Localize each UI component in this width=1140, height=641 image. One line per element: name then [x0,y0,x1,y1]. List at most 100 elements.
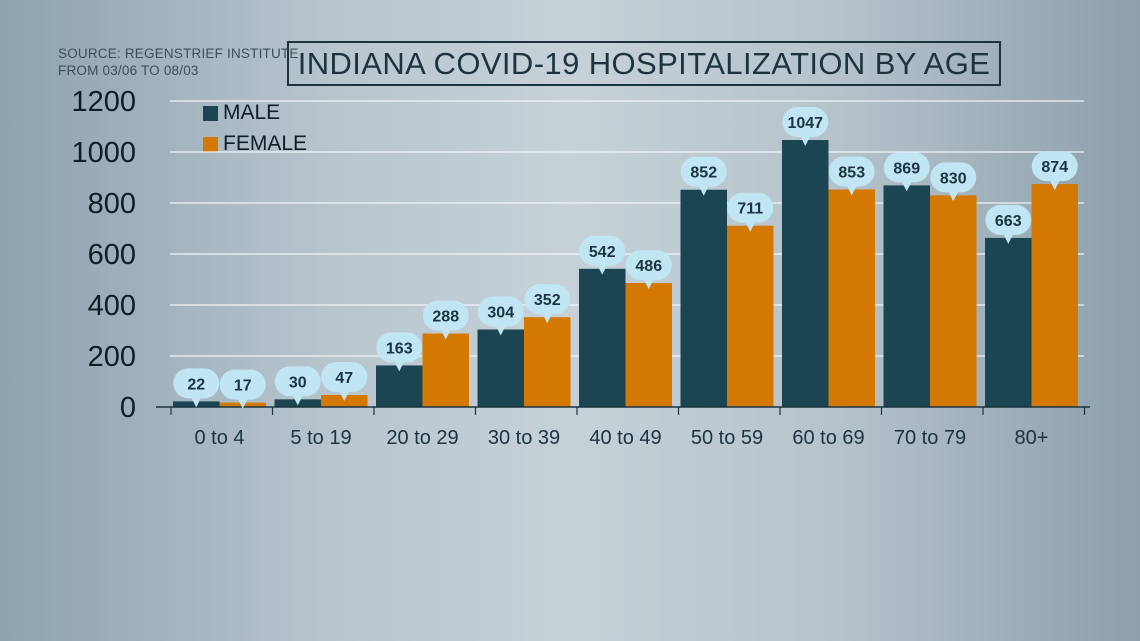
data-label-text: 352 [534,292,561,309]
data-label-text: 163 [386,340,413,357]
data-label-pointer [948,191,959,202]
data-label-text: 30 [289,374,307,391]
data-label-pointer [800,136,811,147]
x-axis-ticks: 0 to 4 5 to 19 20 to 29 30 to 39 40 to 49 50 … [194,427,1048,449]
bar-male-4 [579,268,626,407]
data-label-bubble [376,332,423,363]
y-tick-label: 1200 [71,86,136,118]
data-label-male-7: 869 [883,152,930,192]
x-tick-label: 5 to 19 [290,427,351,449]
y-tick-label: 200 [88,341,136,373]
data-label-text: 288 [432,309,459,326]
legend-swatch-male [203,105,218,121]
x-tick-label: 30 to 39 [488,427,560,449]
bar-female-3 [524,317,571,407]
data-label-text: 1047 [787,115,823,132]
data-label-pointer [542,313,553,324]
source-note: SOURCE: REGENSTRIEF INSTITUTE FROM 03/06… [58,45,299,79]
y-tick-label: 800 [88,188,136,220]
data-label-male-8: 663 [985,204,1032,244]
data-label-male-1: 30 [274,366,321,406]
data-label-bubble [727,192,774,223]
data-label-female-1: 47 [321,362,368,402]
data-label-pointer [292,395,303,406]
legend-item-male: MALE [203,101,280,125]
data-label-bubble [883,152,930,183]
data-label-pointer [1003,233,1014,244]
bar-male-5 [680,189,727,407]
data-label-pointer [440,329,451,340]
data-label-male-3: 304 [477,296,524,336]
data-label-text: 47 [335,370,353,387]
legend-item-female: FEMALE [203,132,307,156]
data-label-text: 486 [635,258,662,275]
data-label-pointer [394,361,405,372]
data-label-bubble [782,107,829,138]
data-label-female-4: 486 [625,250,672,290]
x-tick-label: 60 to 69 [792,427,864,449]
data-label-text: 17 [234,378,252,395]
legend-label-male: MALE [223,101,281,124]
data-label-pointer [597,264,608,275]
data-label-pointer [643,279,654,290]
data-label-text: 711 [737,201,763,218]
x-tick-label: 0 to 4 [194,427,244,449]
data-label-text: 22 [187,376,205,393]
data-label-female-8: 874 [1031,151,1078,191]
data-label-text: 874 [1041,159,1068,176]
x-tick-label: 70 to 79 [894,427,966,449]
data-label-pointer [901,181,912,192]
bar-male-6 [782,140,829,407]
bar-female-6 [828,189,875,407]
x-axis [156,406,1090,415]
data-label-text: 869 [893,160,920,177]
y-tick-label: 400 [88,290,136,322]
bar-male-8 [985,237,1032,407]
data-label-pointer [745,221,756,232]
data-label-pointer [339,391,350,402]
data-label-bubble [321,362,368,393]
data-label-female-0: 17 [219,369,266,409]
bar-female-8 [1031,184,1078,407]
bar-female-7 [930,195,977,407]
data-label-female-6: 853 [828,156,875,196]
data-label-male-6: 1047 [782,107,829,147]
data-label-bubble [274,366,321,397]
legend-swatch-female [203,136,218,152]
bar-female-5 [727,225,774,407]
data-label-bubble [828,156,875,187]
y-tick-label: 0 [120,392,136,424]
data-label-pointer [495,325,506,336]
source-line-2: FROM 03/06 TO 08/03 [58,63,199,78]
data-label-pointer [191,397,202,408]
y-tick-label: 1000 [71,137,136,169]
data-label-bubble [422,300,469,331]
data-label-male-5: 852 [680,156,727,196]
bars [173,140,1078,407]
data-label-bubble [985,204,1032,235]
x-tick-label: 40 to 49 [589,427,661,449]
data-label-male-0: 22 [173,368,220,408]
x-tick-label: 20 to 29 [386,427,458,449]
x-tick-label: 80+ [1015,427,1049,449]
data-label-text: 663 [995,213,1022,230]
x-tick-label: 50 to 59 [691,427,763,449]
data-label-male-4: 542 [579,235,626,275]
data-label-female-3: 352 [524,284,571,324]
data-label-male-2: 163 [376,332,423,372]
chart-title: INDIANA COVID-19 HOSPITALIZATION BY AGE [287,41,1001,86]
data-label-bubble [579,235,626,266]
data-label-bubble [680,156,727,187]
source-line-1: SOURCE: REGENSTRIEF INSTITUTE [58,46,299,61]
data-label-female-7: 830 [930,162,977,202]
data-label-pointer [698,185,709,196]
data-labels: 22 17 30 47 163 288 304 352 542 486 852 711 1047 853 8… [173,107,1078,409]
bar-female-4 [625,283,672,407]
data-label-pointer [1049,180,1060,191]
bar-male-3 [477,329,524,407]
data-label-bubble [930,162,977,193]
data-label-text: 542 [589,244,616,261]
data-label-female-2: 288 [422,300,469,340]
data-label-female-5: 711 [727,192,774,232]
